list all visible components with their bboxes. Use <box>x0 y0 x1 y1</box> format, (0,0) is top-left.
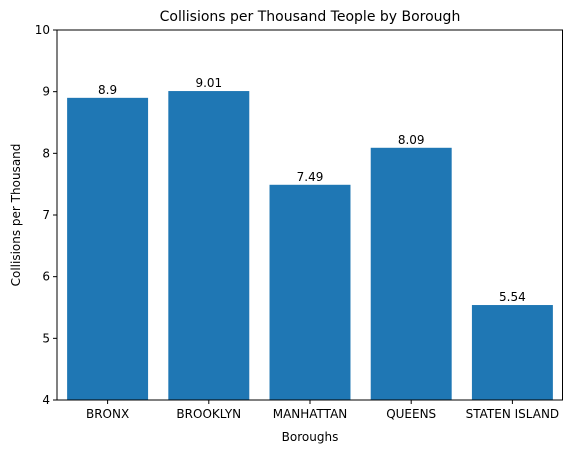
y-tick-label: 4 <box>42 393 50 407</box>
x-tick-label: QUEENS <box>386 407 436 421</box>
y-tick-label: 10 <box>35 23 50 37</box>
x-tick-label: MANHATTAN <box>273 407 348 421</box>
bar-staten-island <box>471 305 553 400</box>
data-label-staten-island: 5.54 <box>499 290 526 304</box>
y-axis-label: Collisions per Thousand <box>9 144 23 287</box>
y-tick-label: 7 <box>42 208 50 222</box>
x-axis-label: Boroughs <box>282 430 339 444</box>
y-tick-label: 9 <box>42 85 50 99</box>
bar-queens <box>370 147 452 400</box>
chart-title: Collisions per Thousand Teople by Boroug… <box>160 9 461 25</box>
y-tick-label: 8 <box>42 146 50 160</box>
bar-brooklyn <box>168 91 250 401</box>
data-label-brooklyn: 9.01 <box>195 76 222 90</box>
data-label-bronx: 8.9 <box>98 83 117 97</box>
x-tick-label: BRONX <box>86 407 129 421</box>
bar-bronx <box>67 97 149 400</box>
data-label-manhattan: 7.49 <box>297 170 324 184</box>
y-tick-label: 5 <box>42 331 50 345</box>
bar-manhattan <box>269 184 351 400</box>
x-tick-label: STATEN ISLAND <box>466 407 560 421</box>
data-label-queens: 8.09 <box>398 133 425 147</box>
y-tick-label: 6 <box>42 270 50 284</box>
plot-area: 8.9 BRONX 9.01 BROOKLYN 7.49 MANHATTAN 8.09 QUE… <box>35 23 563 421</box>
x-tick-label: BROOKLYN <box>176 407 241 421</box>
